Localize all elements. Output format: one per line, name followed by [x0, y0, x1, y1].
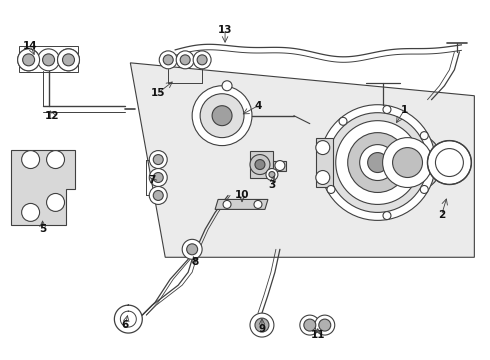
Circle shape: [254, 201, 262, 208]
Circle shape: [153, 154, 163, 165]
Circle shape: [368, 153, 388, 172]
Circle shape: [427, 141, 471, 184]
Circle shape: [222, 81, 232, 91]
Text: 14: 14: [24, 41, 38, 51]
Circle shape: [18, 49, 40, 71]
Circle shape: [339, 117, 347, 125]
Circle shape: [149, 150, 167, 168]
Text: 12: 12: [45, 111, 60, 121]
Text: 15: 15: [151, 88, 166, 98]
Circle shape: [328, 113, 427, 212]
Circle shape: [315, 315, 335, 335]
Circle shape: [250, 154, 270, 175]
Circle shape: [182, 239, 202, 259]
Circle shape: [22, 150, 40, 168]
Polygon shape: [250, 150, 273, 177]
Circle shape: [22, 203, 40, 221]
Circle shape: [47, 150, 65, 168]
Polygon shape: [130, 63, 474, 257]
Circle shape: [149, 186, 167, 204]
Circle shape: [159, 51, 177, 69]
Circle shape: [300, 315, 320, 335]
Polygon shape: [215, 199, 268, 210]
Circle shape: [275, 161, 285, 171]
Text: 1: 1: [401, 105, 408, 115]
Circle shape: [266, 168, 278, 180]
Polygon shape: [11, 150, 75, 225]
Circle shape: [200, 94, 244, 138]
Circle shape: [255, 318, 269, 332]
Circle shape: [255, 159, 265, 170]
Circle shape: [153, 172, 163, 183]
Circle shape: [180, 55, 190, 65]
Circle shape: [57, 49, 79, 71]
Circle shape: [43, 54, 54, 66]
Circle shape: [383, 212, 391, 220]
Polygon shape: [273, 161, 286, 171]
Circle shape: [163, 55, 173, 65]
Text: 13: 13: [218, 25, 232, 35]
Circle shape: [47, 193, 65, 211]
Circle shape: [316, 171, 330, 184]
Circle shape: [304, 319, 316, 331]
Circle shape: [336, 121, 419, 204]
Polygon shape: [316, 138, 333, 188]
Circle shape: [420, 132, 428, 140]
Circle shape: [23, 54, 35, 66]
Circle shape: [176, 51, 194, 69]
Text: 3: 3: [269, 180, 275, 190]
Circle shape: [63, 54, 74, 66]
Ellipse shape: [372, 132, 442, 193]
Circle shape: [193, 51, 211, 69]
Text: 11: 11: [311, 330, 325, 340]
Circle shape: [383, 105, 391, 113]
Text: 5: 5: [39, 224, 46, 234]
Circle shape: [149, 168, 167, 186]
Circle shape: [327, 185, 335, 193]
Circle shape: [212, 106, 232, 126]
Circle shape: [320, 105, 436, 220]
Text: 9: 9: [258, 324, 266, 334]
Text: 7: 7: [148, 175, 156, 185]
Circle shape: [153, 190, 163, 201]
Text: 6: 6: [122, 320, 129, 330]
Text: 8: 8: [192, 257, 199, 267]
Circle shape: [316, 141, 330, 154]
Text: 4: 4: [254, 101, 262, 111]
Text: 10: 10: [235, 190, 249, 201]
Circle shape: [57, 49, 79, 71]
Circle shape: [197, 55, 207, 65]
Circle shape: [319, 319, 331, 331]
Text: 2: 2: [438, 210, 445, 220]
Circle shape: [269, 171, 275, 177]
Circle shape: [223, 201, 231, 208]
Circle shape: [348, 132, 408, 193]
Circle shape: [392, 148, 422, 177]
Circle shape: [360, 145, 395, 180]
Circle shape: [420, 185, 428, 193]
Circle shape: [18, 49, 40, 71]
Circle shape: [383, 138, 433, 188]
Circle shape: [250, 313, 274, 337]
Circle shape: [63, 54, 74, 66]
Circle shape: [23, 54, 35, 66]
Circle shape: [187, 244, 197, 255]
Circle shape: [38, 49, 59, 71]
Circle shape: [192, 86, 252, 145]
